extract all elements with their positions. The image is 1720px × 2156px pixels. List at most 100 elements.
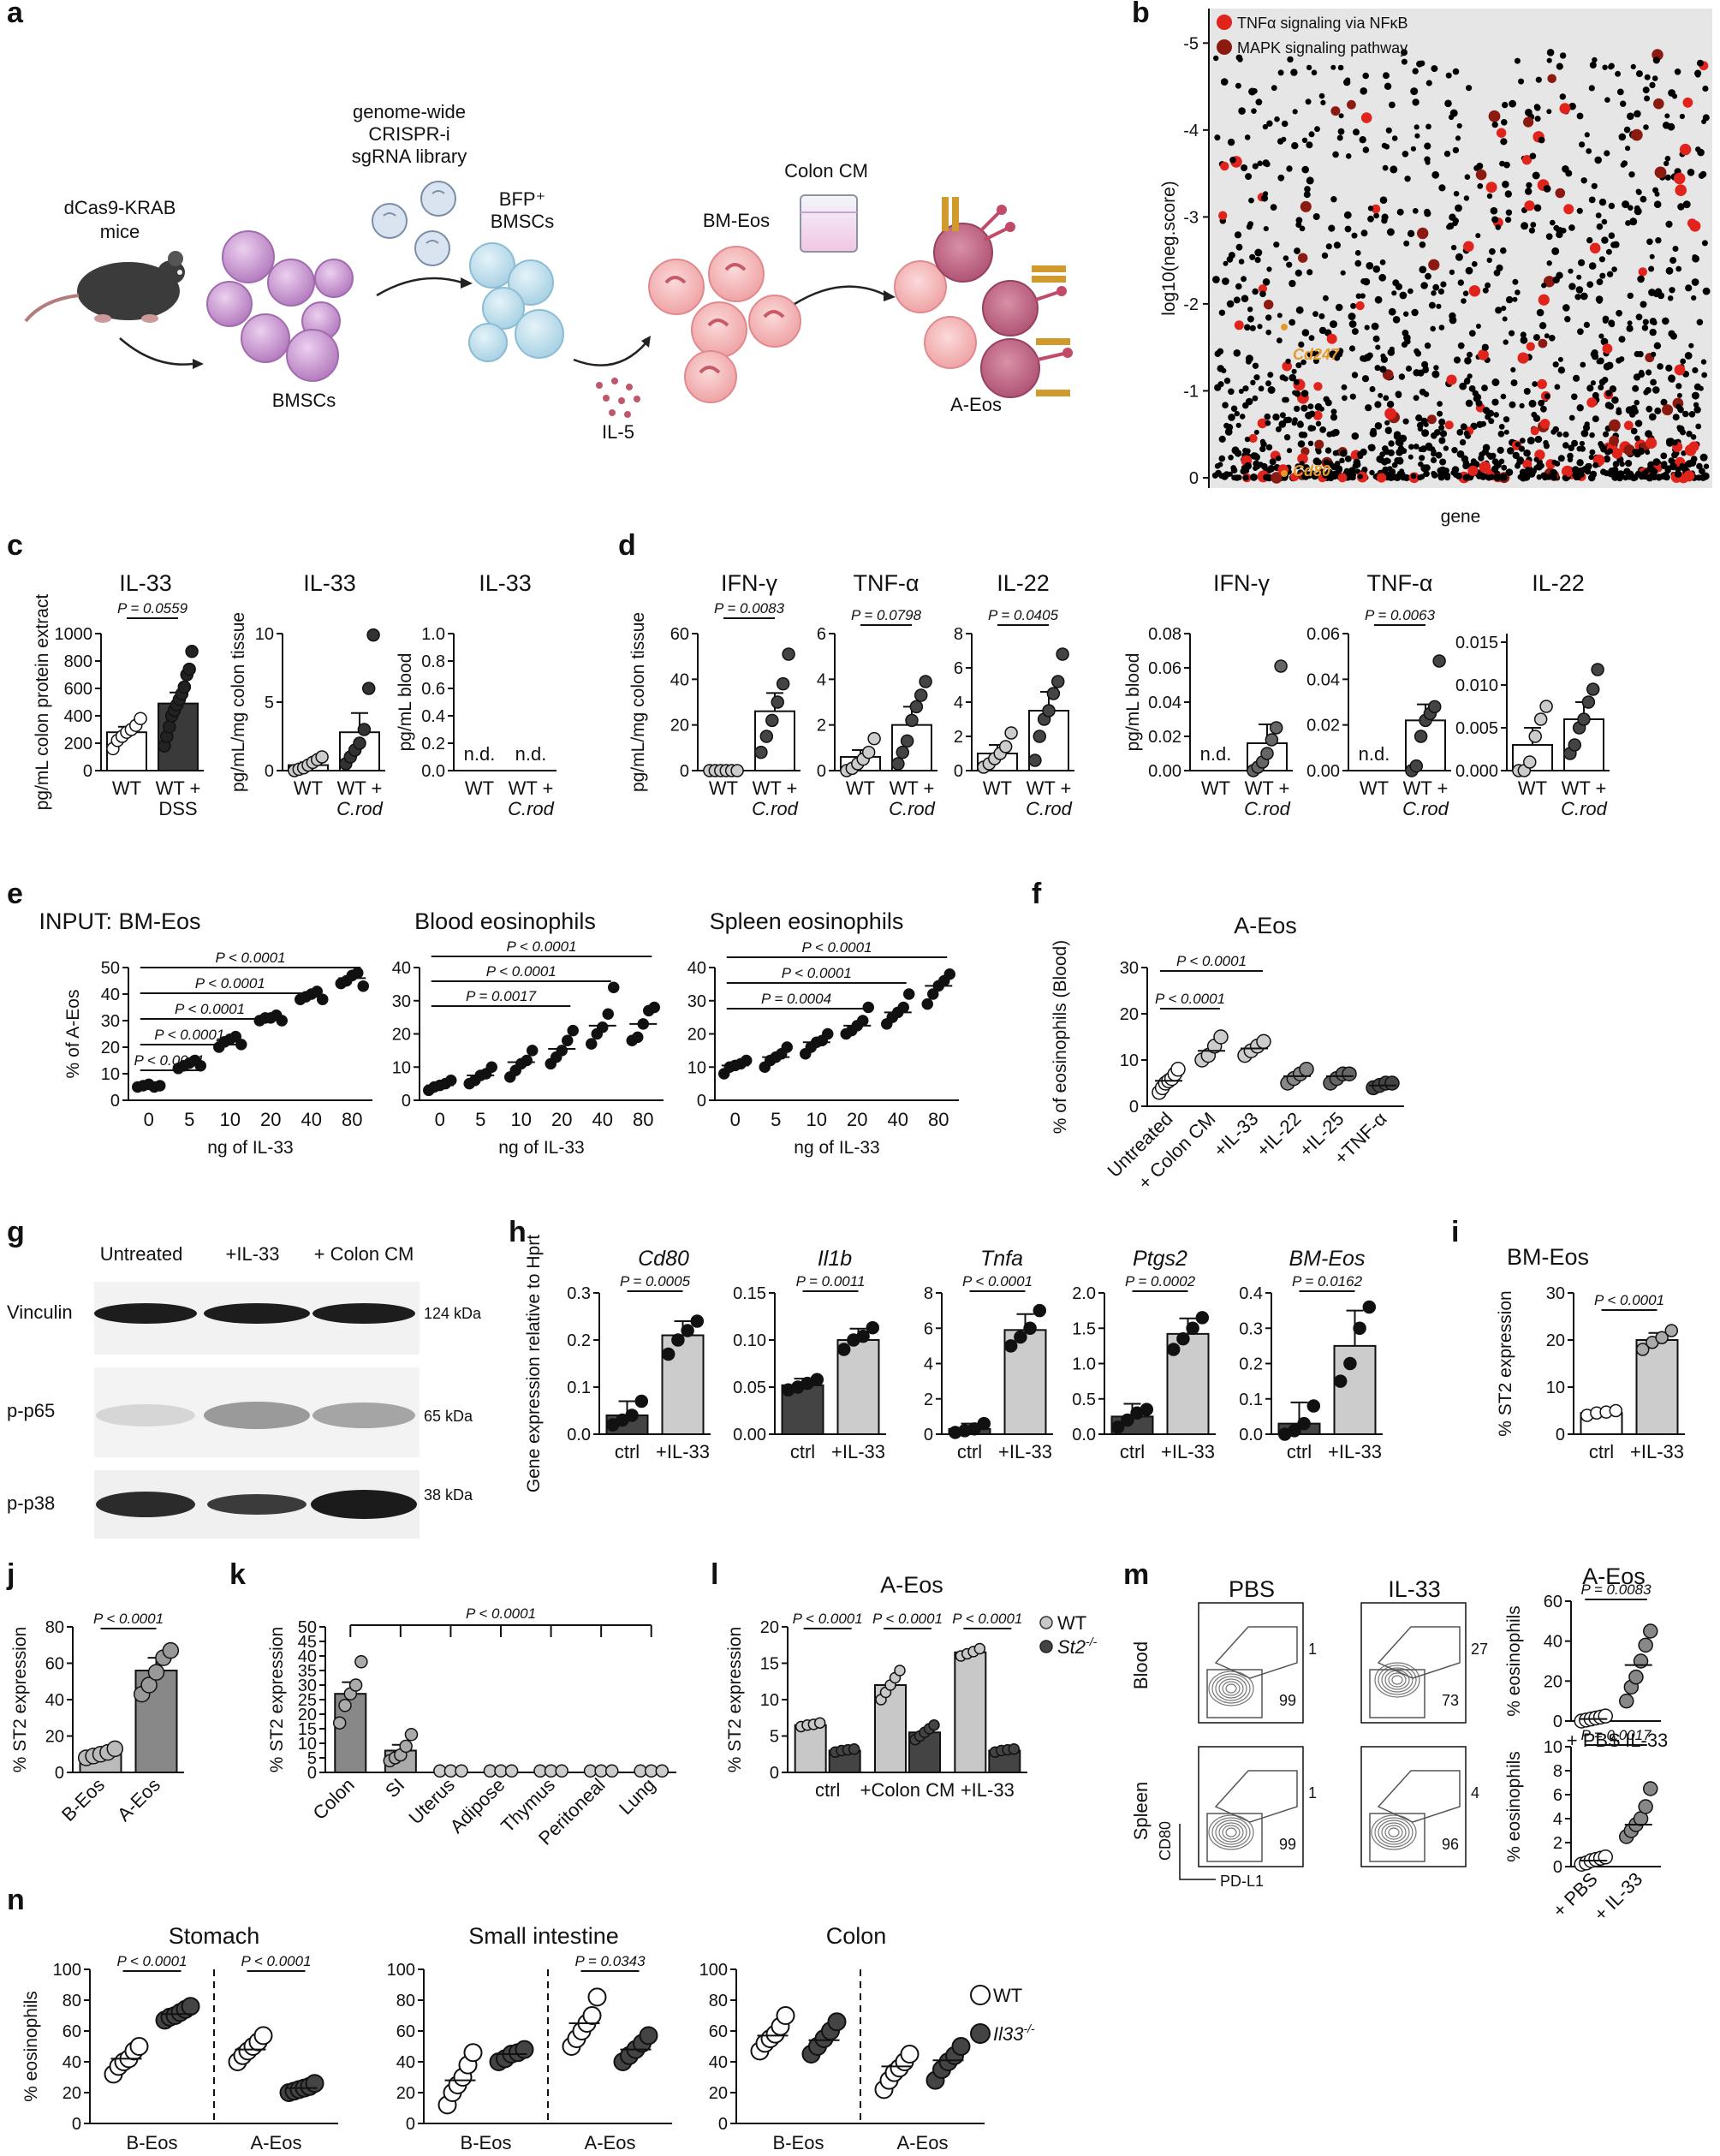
gene-point	[1594, 156, 1602, 164]
gene-point	[1556, 432, 1562, 438]
x-tick-label: C.rod	[1402, 798, 1449, 819]
gene-point	[1702, 114, 1710, 122]
gene-point	[1657, 363, 1663, 370]
x-tick-label: B-Eos	[57, 1774, 109, 1825]
gene-point	[1239, 414, 1246, 420]
gene-point	[1354, 250, 1361, 256]
gene-point	[1554, 461, 1561, 467]
il5-dots-icon	[596, 378, 640, 418]
data-point	[1140, 1403, 1154, 1416]
bm-eos-cells-icon	[648, 246, 801, 403]
gene-point	[1552, 276, 1560, 284]
gene-point	[1330, 320, 1337, 329]
y-tick-label: 100	[387, 1961, 415, 1980]
gene-point	[1374, 422, 1383, 430]
panel-l-legend: WT St2-/-	[1039, 1612, 1098, 1658]
y-tick-label: 10	[760, 1691, 779, 1710]
data-point	[445, 1075, 457, 1087]
gene-point	[1630, 63, 1636, 69]
gene-point	[1634, 420, 1643, 427]
mouse-icon	[24, 251, 185, 323]
data-point	[1598, 1708, 1613, 1724]
pathway-gene-point	[1543, 276, 1556, 288]
data-point	[1121, 1413, 1134, 1427]
gene-point	[1362, 146, 1370, 153]
gene-point	[1417, 426, 1423, 432]
y-tick-label: 0.6	[421, 680, 445, 699]
gene-point	[1535, 76, 1542, 83]
data-point	[896, 745, 910, 759]
arrow-icon	[119, 337, 193, 366]
gene-point	[1266, 266, 1272, 272]
gene-point	[1543, 185, 1551, 193]
y-tick-label: 8	[924, 1284, 933, 1303]
data-point	[305, 2074, 324, 2093]
data-point	[177, 680, 192, 694]
gene-point	[1456, 450, 1465, 458]
gene-point	[1546, 260, 1552, 266]
title-c3: IL-33	[479, 570, 532, 596]
y-tick-label: 0.0	[421, 762, 445, 781]
data-point	[891, 757, 905, 771]
gene-point	[1694, 69, 1702, 77]
legend-swatch-tnfa	[1217, 15, 1232, 30]
gene-point	[1319, 426, 1326, 433]
gene-point	[1396, 470, 1402, 476]
gene-point	[1607, 402, 1615, 410]
y-tick-label: 20	[101, 1039, 120, 1057]
pathway-gene-point	[1218, 211, 1228, 220]
y-axis-label: pg/mL blood	[396, 653, 415, 752]
gene-point	[1266, 120, 1273, 127]
data-point	[1432, 654, 1446, 668]
chart-c3: 0.00.20.40.60.81.0pg/mL bloodn.d.WTn.d.W…	[396, 625, 556, 819]
gene-point	[1234, 231, 1242, 239]
data-point	[782, 647, 795, 661]
gene-point	[1306, 351, 1313, 358]
gene-point	[1481, 343, 1489, 351]
data-point	[163, 720, 176, 734]
gene-point	[1633, 373, 1641, 381]
gene-point	[1241, 164, 1248, 171]
x-tick-label: WT	[1360, 777, 1389, 799]
gene-point	[1230, 405, 1238, 412]
pathway-gene-point	[1313, 382, 1323, 391]
data-point	[862, 1001, 874, 1014]
gene-point	[1429, 446, 1436, 452]
gene-point	[1240, 468, 1247, 475]
gene-point	[1430, 325, 1436, 332]
x-tick-label: + IL-33	[1609, 1730, 1668, 1751]
gene-point	[1604, 97, 1610, 103]
gene-point	[1428, 301, 1436, 309]
gene-point	[1253, 429, 1259, 435]
gene-point	[1399, 291, 1408, 300]
gene-point	[1491, 465, 1499, 473]
gene-point	[1401, 58, 1408, 65]
gene-point	[1293, 378, 1300, 385]
y-tick-label: -1	[1183, 382, 1199, 401]
gene-point	[1627, 112, 1634, 121]
gene-point	[1449, 269, 1455, 276]
gene-point	[1412, 98, 1419, 106]
gene-point	[1362, 72, 1369, 80]
gene-point	[1501, 306, 1507, 312]
gene-point	[1703, 463, 1710, 469]
data-point	[905, 713, 919, 728]
gene-point	[1360, 354, 1366, 362]
gene-point	[1289, 319, 1296, 326]
data-point	[927, 988, 939, 1000]
gene-point	[1629, 411, 1636, 418]
data-point	[1581, 695, 1596, 709]
gene-point	[1589, 432, 1595, 438]
pathway-gene-point	[1234, 320, 1244, 331]
y-tick-label: 15	[760, 1655, 779, 1674]
data-point	[1306, 1399, 1321, 1413]
pvalue-label: P = 0.0004	[761, 991, 831, 1007]
gene-point	[1649, 253, 1655, 259]
gene-point	[1223, 260, 1229, 266]
data-point	[1523, 755, 1537, 769]
pathway-gene-point	[1662, 404, 1674, 416]
legend-label-mapk: MAPK signaling pathway	[1237, 39, 1408, 57]
y-tick-label: 20	[709, 2084, 728, 2103]
y-tick-label: 0.08	[1148, 625, 1181, 644]
